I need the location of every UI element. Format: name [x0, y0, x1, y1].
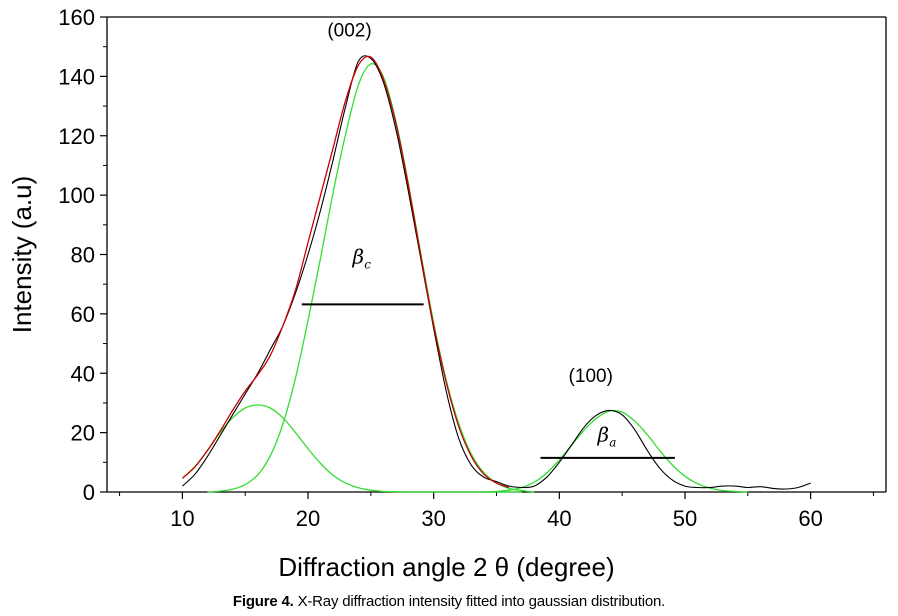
series-peak-1 [181, 404, 522, 493]
y-tick-label: 0 [83, 480, 95, 505]
series-layer [181, 55, 811, 493]
x-tick-label: 20 [296, 506, 320, 531]
series-measured [182, 55, 811, 490]
x-tick-label: 10 [170, 506, 194, 531]
beta-a-label: β a [597, 423, 617, 450]
x-axis-title: Diffraction angle 2 θ (degree) [278, 552, 614, 582]
x-tick-label: 30 [421, 506, 445, 531]
beta-c-symbol: β [352, 244, 365, 268]
y-tick-label: 60 [71, 302, 95, 327]
series-peak-2 [207, 63, 535, 493]
y-tick-label: 160 [58, 5, 95, 30]
beta-c-subscript: c [364, 257, 371, 271]
series-cumulative_fit [181, 55, 510, 489]
peak-label-002: (002) [327, 20, 371, 41]
x-tick-label: 40 [547, 506, 571, 531]
y-tick-label: 40 [71, 361, 95, 386]
y-tick-label: 20 [71, 421, 95, 446]
y-tick-label: 80 [71, 243, 95, 268]
figure-caption-text: X-Ray diffraction intensity fitted into … [293, 593, 666, 610]
peak-label-100: (100) [569, 366, 613, 387]
x-tick-label: 60 [798, 506, 822, 531]
beta-a-symbol: β [597, 423, 610, 447]
y-tick-label: 140 [58, 64, 95, 89]
y-axis-title: Intensity (a.u) [7, 176, 37, 334]
figure-caption-label: Figure 4. [232, 593, 294, 610]
axes: 10 20 30 40 50 60 0 20 40 60 80 100 120 140 160 [58, 5, 887, 531]
beta-c-label: β c [352, 244, 372, 271]
x-tick-label: 50 [673, 506, 697, 531]
beta-a-subscript: a [609, 436, 616, 450]
series-peak-3 [483, 409, 748, 493]
annotations: (002) (100) β c β a [327, 20, 616, 449]
figure-caption: Figure 4. X-Ray diffraction intensity fi… [0, 593, 898, 610]
xrd-chart: 10 20 30 40 50 60 0 20 40 60 80 100 120 140 160 (002) … [7, 5, 887, 582]
y-tick-label: 120 [58, 124, 95, 149]
y-tick-label: 100 [58, 183, 95, 208]
